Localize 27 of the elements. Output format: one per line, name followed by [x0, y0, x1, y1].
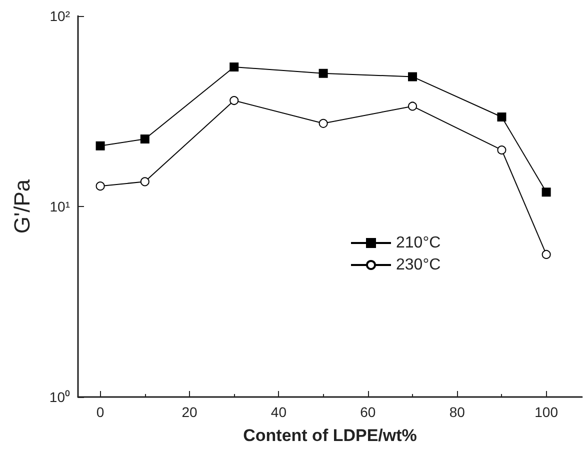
point	[230, 96, 239, 106]
y-tick-label: 10²	[50, 8, 70, 24]
point	[497, 145, 506, 154]
y-tick-label: 10¹	[50, 198, 70, 214]
x-tick-label: 100	[534, 404, 558, 420]
point	[408, 72, 418, 82]
legend-label: 210°C	[396, 234, 441, 252]
point	[408, 102, 418, 111]
point	[230, 62, 239, 72]
point	[318, 118, 328, 128]
x-tick-label: 0	[96, 404, 104, 420]
point	[96, 182, 105, 191]
point	[542, 250, 551, 259]
point	[140, 134, 150, 144]
x-tick-label: 20	[182, 404, 198, 420]
point	[497, 112, 506, 122]
x-tick-label: 80	[449, 404, 466, 420]
legend-label: 230°C	[396, 256, 441, 274]
point	[140, 177, 150, 186]
x-tick-label: 40	[270, 404, 287, 420]
y-tick-label: 10⁰	[49, 389, 70, 405]
y-axis-title: G'/Pa	[10, 178, 34, 234]
point	[542, 188, 551, 197]
point	[318, 68, 328, 78]
x-axis-title: Content of LDPE/wt%	[243, 426, 417, 445]
x-tick-label: 60	[360, 404, 376, 420]
point	[96, 141, 105, 150]
